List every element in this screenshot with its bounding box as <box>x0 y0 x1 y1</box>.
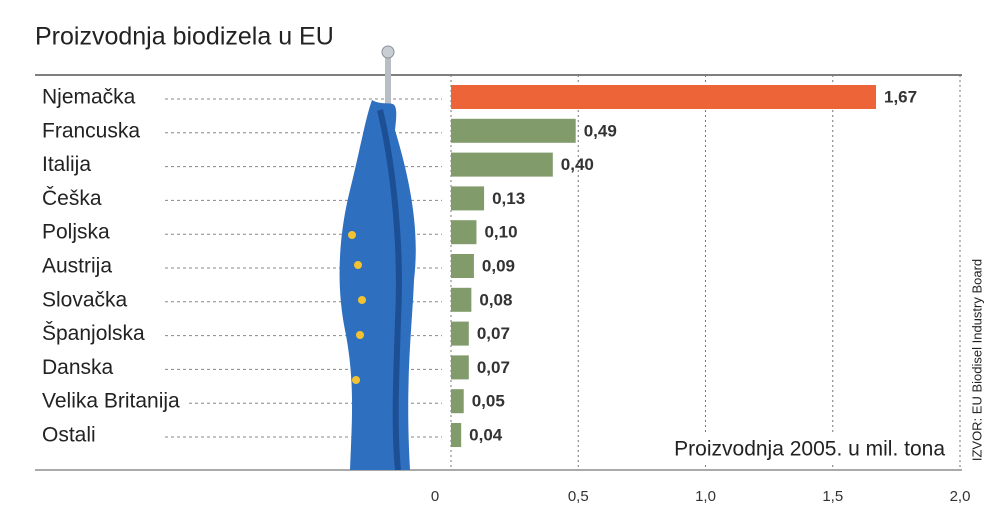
bar <box>451 322 469 346</box>
value-label: 0,04 <box>469 425 503 444</box>
category-label: Slovačka <box>42 288 128 311</box>
category-label: Ostali <box>42 424 96 447</box>
bar <box>451 355 469 379</box>
value-label: 0,10 <box>484 223 517 242</box>
category-label: Austrija <box>42 255 112 278</box>
x-tick-label: 0 <box>431 488 439 505</box>
x-tick-label: 2,0 <box>950 488 971 505</box>
bar <box>451 389 464 413</box>
bar <box>451 153 553 177</box>
flag-star <box>358 296 366 304</box>
chart-title: Proizvodnja biodizela u EU <box>35 23 334 51</box>
pole-ball <box>382 46 394 58</box>
value-label: 0,08 <box>479 290 512 309</box>
category-label: Velika Britanija <box>42 390 180 413</box>
category-label: Italija <box>42 153 91 176</box>
x-tick-label: 1,5 <box>822 488 843 505</box>
flag-star <box>356 331 364 339</box>
value-label: 0,09 <box>482 256 515 275</box>
category-label: Španjolska <box>42 322 145 345</box>
flag-star <box>352 376 360 384</box>
value-label: 0,05 <box>472 392 505 411</box>
category-label: Njemačka <box>42 86 136 109</box>
bar <box>451 186 484 210</box>
bar <box>451 423 461 447</box>
eu-flag <box>340 46 416 470</box>
bar <box>451 220 476 244</box>
value-label: 0,07 <box>477 324 510 343</box>
x-tick-label: 0,5 <box>568 488 589 505</box>
value-label: 0,13 <box>492 189 525 208</box>
value-label: 0,07 <box>477 358 510 377</box>
source: IZVOR: EU Biodisel Industry Board <box>969 259 984 461</box>
flag-star <box>354 261 362 269</box>
flag-cloth <box>340 100 416 470</box>
flag-star <box>348 231 356 239</box>
bar <box>451 85 876 109</box>
annotation: Proizvodnja 2005. u mil. tona <box>674 438 945 461</box>
bar <box>451 119 576 143</box>
value-label: 0,40 <box>561 155 594 174</box>
value-label: 0,49 <box>584 121 617 140</box>
category-label: Danska <box>42 356 114 379</box>
bar <box>451 254 474 278</box>
chart: Proizvodnja biodizela u EU Proizvodnja 2… <box>0 0 984 518</box>
category-label: Poljska <box>42 221 110 244</box>
value-label: 1,67 <box>884 87 917 106</box>
bar <box>451 288 471 312</box>
category-label: Francuska <box>42 119 140 142</box>
x-tick-label: 1,0 <box>695 488 716 505</box>
category-label: Češka <box>42 187 102 210</box>
